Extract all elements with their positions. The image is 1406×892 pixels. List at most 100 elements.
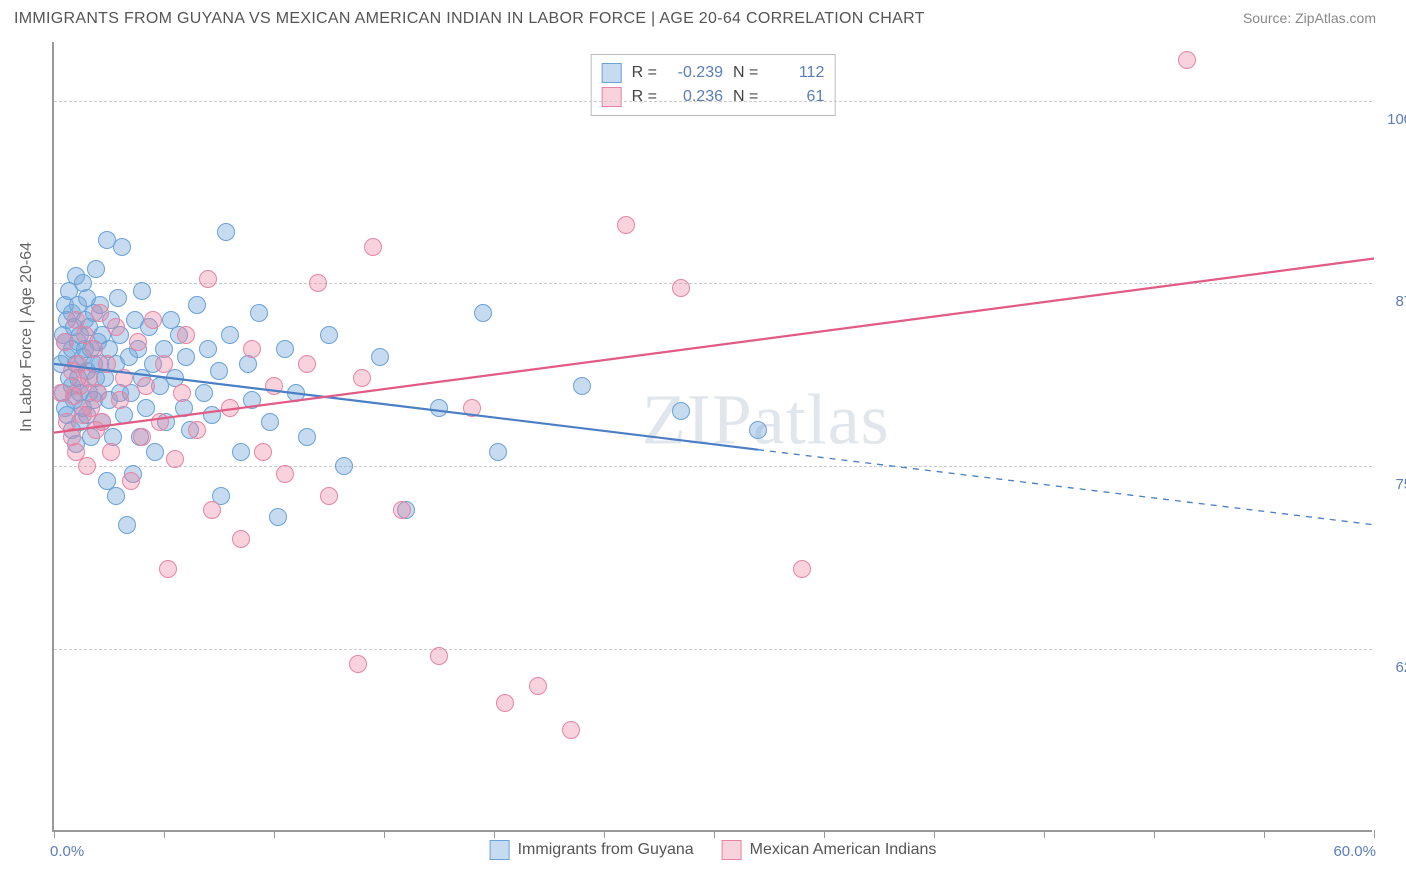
- scatter-point: [463, 399, 481, 417]
- legend-row-series-1: R = -0.239 N = 112: [602, 61, 825, 85]
- scatter-point: [320, 326, 338, 344]
- watermark: ZIPatlas: [642, 379, 890, 462]
- scatter-point: [93, 413, 111, 431]
- chart-source: Source: ZipAtlas.com: [1243, 10, 1376, 26]
- scatter-point: [177, 348, 195, 366]
- scatter-point: [309, 274, 327, 292]
- legend-swatch-blue: [490, 840, 510, 860]
- y-tick-label: 87.5%: [1378, 293, 1406, 310]
- x-tick: [604, 830, 605, 838]
- scatter-point: [203, 501, 221, 519]
- legend-label-2: Mexican American Indians: [750, 841, 937, 859]
- scatter-point: [159, 560, 177, 578]
- x-tick: [1374, 830, 1375, 838]
- scatter-point: [85, 340, 103, 358]
- scatter-point: [573, 377, 591, 395]
- legend-n-value-1: 112: [768, 61, 824, 85]
- scatter-point: [210, 362, 228, 380]
- scatter-point: [232, 530, 250, 548]
- scatter-point: [177, 326, 195, 344]
- scatter-point: [91, 304, 109, 322]
- scatter-point: [56, 333, 74, 351]
- scatter-point: [137, 377, 155, 395]
- scatter-point: [137, 399, 155, 417]
- scatter-point: [115, 369, 133, 387]
- scatter-point: [489, 443, 507, 461]
- scatter-point: [188, 296, 206, 314]
- scatter-point: [298, 428, 316, 446]
- scatter-point: [430, 647, 448, 665]
- x-tick: [1044, 830, 1045, 838]
- x-tick: [274, 830, 275, 838]
- scatter-point: [298, 355, 316, 373]
- gridline: [54, 283, 1372, 284]
- scatter-point: [221, 399, 239, 417]
- x-tick: [164, 830, 165, 838]
- scatter-point: [107, 487, 125, 505]
- scatter-point: [276, 465, 294, 483]
- scatter-point: [113, 238, 131, 256]
- scatter-point: [371, 348, 389, 366]
- scatter-point: [98, 355, 116, 373]
- scatter-point: [118, 516, 136, 534]
- scatter-point: [529, 677, 547, 695]
- scatter-point: [151, 413, 169, 431]
- scatter-point: [243, 340, 261, 358]
- gridline: [54, 466, 1372, 467]
- scatter-point: [203, 406, 221, 424]
- scatter-point: [261, 413, 279, 431]
- x-tick: [384, 830, 385, 838]
- scatter-point: [562, 721, 580, 739]
- legend-r-value-1: -0.239: [667, 61, 723, 85]
- legend-label-1: Immigrants from Guyana: [518, 841, 694, 859]
- chart-title: IMMIGRANTS FROM GUYANA VS MEXICAN AMERIC…: [14, 10, 925, 28]
- legend-item-2: Mexican American Indians: [722, 840, 937, 860]
- y-tick-label: 100.0%: [1378, 111, 1406, 128]
- scatter-point: [221, 326, 239, 344]
- scatter-point: [265, 377, 283, 395]
- scatter-point: [195, 384, 213, 402]
- legend-swatch-pink: [722, 840, 742, 860]
- trendlines-layer: [54, 42, 1374, 832]
- scatter-point: [109, 289, 127, 307]
- legend-swatch-blue: [602, 63, 622, 83]
- scatter-point: [107, 318, 125, 336]
- y-tick-label: 75.0%: [1378, 476, 1406, 493]
- scatter-point: [89, 384, 107, 402]
- scatter-point: [133, 282, 151, 300]
- x-tick: [1264, 830, 1265, 838]
- scatter-point: [217, 223, 235, 241]
- scatter-point: [793, 560, 811, 578]
- legend-r-value-2: 0.236: [667, 85, 723, 109]
- scatter-point: [129, 333, 147, 351]
- legend-n-label: N =: [733, 61, 758, 85]
- legend-item-1: Immigrants from Guyana: [490, 840, 694, 860]
- scatter-point: [672, 279, 690, 297]
- scatter-point: [133, 428, 151, 446]
- scatter-point: [243, 391, 261, 409]
- scatter-point: [188, 421, 206, 439]
- x-axis-min-label: 0.0%: [50, 843, 84, 860]
- scatter-point: [111, 391, 129, 409]
- x-axis-max-label: 60.0%: [1333, 843, 1376, 860]
- scatter-point: [199, 340, 217, 358]
- scatter-point: [430, 399, 448, 417]
- gridline: [54, 101, 1372, 102]
- scatter-point: [349, 655, 367, 673]
- scatter-point: [364, 238, 382, 256]
- scatter-point: [474, 304, 492, 322]
- scatter-point: [393, 501, 411, 519]
- y-axis-title: In Labor Force | Age 20-64: [18, 242, 36, 432]
- scatter-point: [276, 340, 294, 358]
- scatter-point: [78, 457, 96, 475]
- x-tick: [934, 830, 935, 838]
- scatter-point: [173, 384, 191, 402]
- scatter-point: [250, 304, 268, 322]
- x-tick: [824, 830, 825, 838]
- legend-row-series-2: R = 0.236 N = 61: [602, 85, 825, 109]
- x-tick: [1154, 830, 1155, 838]
- scatter-point: [155, 355, 173, 373]
- legend-r-label: R =: [632, 61, 657, 85]
- scatter-point: [254, 443, 272, 461]
- scatter-point: [335, 457, 353, 475]
